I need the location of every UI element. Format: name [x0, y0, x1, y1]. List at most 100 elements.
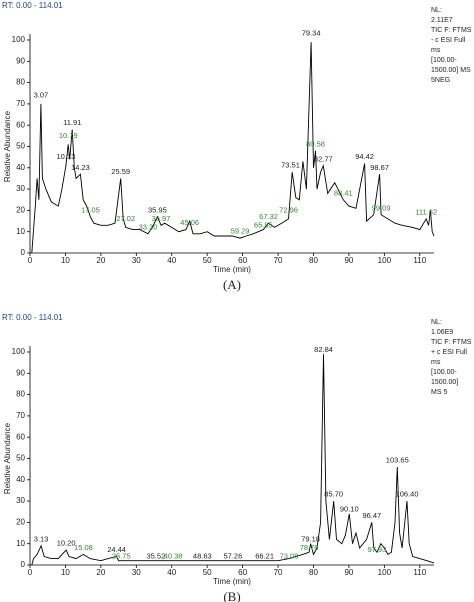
x-tick-label: 110	[413, 568, 426, 577]
peak-label: 88.41	[334, 188, 353, 197]
peak-label: 106.40	[396, 490, 419, 499]
info-line: [100.00-	[431, 57, 457, 64]
info-line: 5NEG	[431, 77, 450, 84]
x-tick-label: 10	[61, 256, 70, 265]
x-tick-label: 50	[203, 568, 212, 577]
y-tick-label: 40	[16, 163, 25, 172]
peak-label: 40.38	[164, 551, 183, 560]
peak-label: 15.08	[74, 543, 93, 552]
x-tick-label: 0	[28, 256, 33, 265]
peak-label: 33.30	[139, 222, 158, 231]
info-line: TIC F: FTMS	[431, 27, 472, 34]
info-line: ms	[431, 47, 441, 54]
info-line: NL:	[431, 7, 442, 14]
x-tick-label: 20	[96, 256, 105, 265]
header: RT: 0.00 - 114.01	[2, 313, 63, 322]
peak-label: 73.51	[281, 161, 300, 170]
x-tick-label: 10	[61, 568, 70, 577]
caption: (A)	[223, 277, 241, 292]
peak-label: 3.13	[34, 534, 49, 543]
x-tick-label: 70	[274, 568, 283, 577]
y-tick-label: 0	[21, 248, 26, 257]
x-tick-label: 60	[238, 568, 247, 577]
y-tick-label: 20	[16, 518, 25, 527]
x-tick-label: 30	[132, 256, 141, 265]
info-line: NL:	[431, 319, 442, 326]
peak-label: 103.65	[386, 456, 409, 465]
info-line: 1500.00]	[431, 379, 458, 386]
peak-label: 96.47	[362, 511, 381, 520]
peak-label: 85.70	[324, 490, 343, 499]
peak-label: 82.77	[314, 154, 333, 163]
info-line: 1.06E9	[431, 329, 453, 336]
peak-label: 67.32	[259, 212, 278, 221]
peak-label: 10.79	[59, 131, 78, 140]
peak-label: 25.75	[112, 551, 131, 560]
x-tick-label: 40	[167, 256, 176, 265]
peak-label: 57.26	[224, 551, 243, 560]
peak-label: 82.84	[314, 345, 333, 354]
peak-label: 79.18	[301, 534, 320, 543]
y-tick-label: 100	[12, 347, 26, 356]
y-tick-label: 50	[16, 142, 25, 151]
x-tick-label: 70	[274, 256, 283, 265]
x-tick-label: 110	[413, 256, 426, 265]
y-tick-label: 80	[16, 78, 25, 87]
peak-label: 35.52	[146, 551, 165, 560]
y-tick-label: 30	[16, 184, 25, 193]
peak-label: 99.09	[372, 203, 391, 212]
peak-label: 45.06	[180, 218, 199, 227]
y-tick-label: 90	[16, 56, 25, 65]
info-line: TIC F: FTMS	[431, 339, 472, 346]
y-tick-label: 60	[16, 120, 25, 129]
peak-label: 111.82	[415, 208, 437, 217]
x-axis-label: Time (min)	[213, 265, 251, 274]
x-axis-label: Time (min)	[213, 577, 251, 586]
peak-label: 11.91	[63, 118, 81, 127]
x-tick-label: 30	[132, 568, 141, 577]
peak-label: 17.05	[81, 205, 100, 214]
info-line: 1500.00] MS	[431, 67, 471, 74]
info-line: [100.00-	[431, 369, 457, 376]
y-tick-label: 40	[16, 475, 25, 484]
peak-label: 48.63	[193, 551, 212, 560]
y-tick-label: 30	[16, 496, 25, 505]
peak-label: 97.93	[368, 545, 387, 554]
info-line: ms	[431, 359, 441, 366]
x-tick-label: 90	[344, 256, 353, 265]
x-tick-label: 0	[28, 568, 33, 577]
x-tick-label: 100	[378, 256, 392, 265]
peak-label: 90.10	[340, 505, 359, 514]
x-tick-label: 60	[238, 256, 247, 265]
x-tick-label: 100	[378, 568, 392, 577]
peak-label: 59.29	[231, 227, 250, 236]
y-axis-label: Relative Abundance	[3, 422, 12, 494]
peak-label: 10.20	[57, 539, 76, 548]
peak-label: 65.85	[254, 220, 273, 229]
x-tick-label: 90	[344, 568, 353, 577]
x-tick-label: 80	[309, 568, 318, 577]
info-line: 2.11E7	[431, 17, 453, 24]
x-tick-label: 40	[167, 568, 176, 577]
peak-label: 10.13	[57, 152, 76, 161]
info-line: - c ESI Full	[431, 37, 466, 44]
y-tick-label: 70	[16, 411, 25, 420]
y-tick-label: 90	[16, 368, 25, 377]
x-tick-label: 20	[96, 568, 105, 577]
peak-label: 72.96	[279, 205, 298, 214]
y-tick-label: 10	[16, 539, 25, 548]
trace	[31, 42, 435, 254]
peak-label: 35.95	[148, 205, 167, 214]
peak-label: 73.08	[280, 551, 299, 560]
peak-label: 98.67	[370, 163, 389, 172]
y-tick-label: 70	[16, 99, 25, 108]
peak-label: 78.76	[300, 543, 319, 552]
y-axis-label: Relative Abundance	[3, 110, 12, 182]
peak-label: 14.23	[71, 163, 90, 172]
caption: (B)	[223, 589, 240, 602]
peak-label: 80.58	[306, 139, 325, 148]
y-tick-label: 20	[16, 206, 25, 215]
header: RT: 0.00 - 114.01	[2, 1, 63, 10]
info-line: MS 5	[431, 389, 447, 396]
